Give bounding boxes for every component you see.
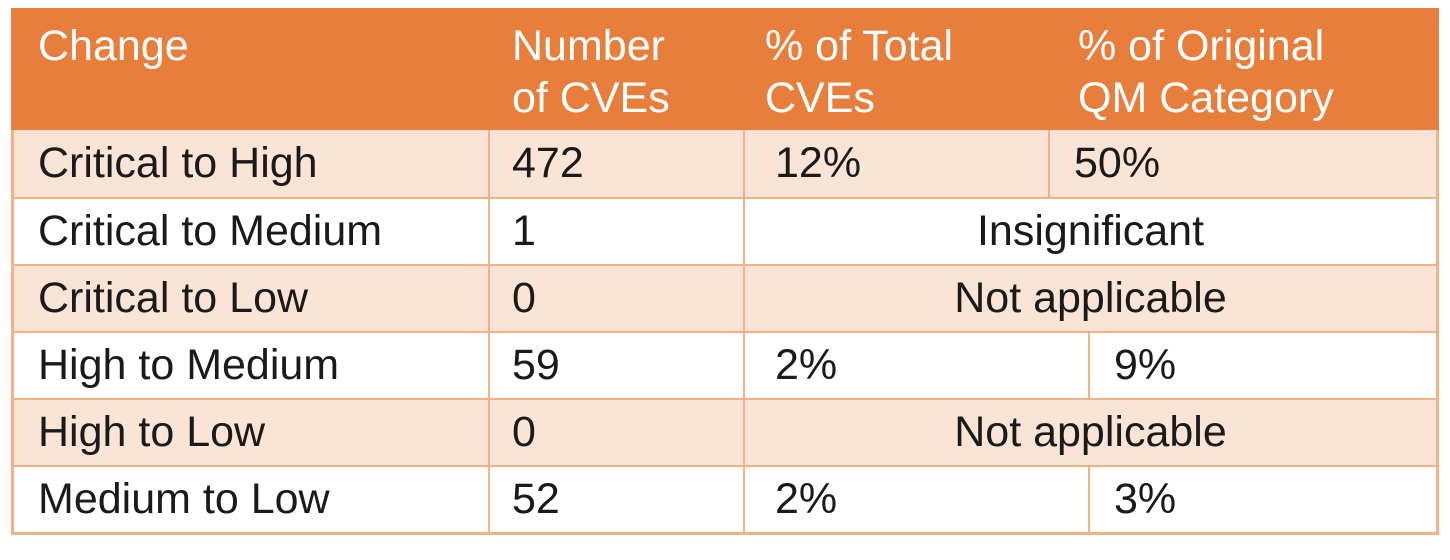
table-row-critical-to-low: Critical to Low 0 Not applicable — [11, 264, 1439, 331]
table-row-critical-to-medium: Critical to Medium 1 Insignificant — [11, 197, 1439, 264]
cell-merged-note: Insignificant — [743, 199, 1436, 264]
cell-pct-total: 12% — [743, 130, 1048, 197]
table-row-medium-to-low: Medium to Low 52 2% 3% — [11, 465, 1439, 532]
cell-merged-note: Not applicable — [743, 400, 1436, 465]
table-row-high-to-medium: High to Medium 59 2% 9% — [11, 331, 1439, 398]
cve-severity-change-table: Change Number of CVEs % of Total CVEs % … — [11, 8, 1439, 535]
cell-change: Critical to High — [38, 139, 318, 187]
table-row-high-to-low: High to Low 0 Not applicable — [11, 398, 1439, 465]
column-header-change: Change — [38, 22, 189, 70]
cell-pct-total: 2% — [743, 333, 1088, 398]
cell-change: High to Low — [38, 408, 266, 456]
cell-pct-total: 2% — [743, 467, 1088, 532]
column-header-pct-total-cves: % of Total CVEs — [765, 22, 954, 122]
cell-num-cves: 472 — [488, 130, 743, 197]
column-header-pct-original-qm-category: % of Original QM Category — [1078, 22, 1334, 122]
cell-num-cves: 59 — [488, 333, 743, 398]
cell-pct-original: 9% — [1088, 333, 1436, 398]
cell-num-cves: 0 — [488, 266, 743, 331]
cell-change: Critical to Medium — [38, 207, 383, 255]
table-header-row: Change Number of CVEs % of Total CVEs % … — [11, 8, 1439, 130]
cell-change: Critical to Low — [38, 274, 309, 322]
cell-change: High to Medium — [38, 341, 340, 389]
cell-pct-original: 50% — [1048, 130, 1436, 197]
cell-num-cves: 0 — [488, 400, 743, 465]
cell-num-cves: 52 — [488, 467, 743, 532]
table-row-critical-to-high: Critical to High 472 12% 50% — [11, 130, 1439, 197]
cell-pct-original: 3% — [1088, 467, 1436, 532]
cell-num-cves: 1 — [488, 199, 743, 264]
column-header-number-of-cves: Number of CVEs — [512, 22, 670, 122]
cell-change: Medium to Low — [38, 475, 330, 523]
cell-merged-note: Not applicable — [743, 266, 1436, 331]
